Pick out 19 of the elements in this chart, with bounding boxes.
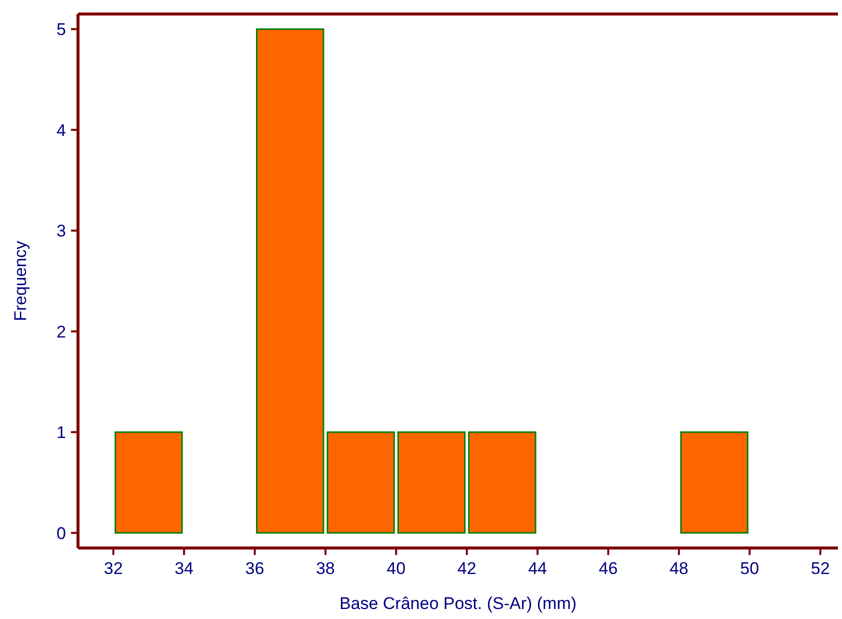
y-tick-label: 5 — [56, 20, 66, 40]
x-tick-label: 34 — [174, 559, 194, 578]
x-tick-label: 40 — [386, 559, 406, 578]
x-tick-label: 36 — [245, 559, 264, 578]
x-tick-label: 48 — [669, 559, 688, 578]
x-tick-label: 32 — [104, 559, 123, 578]
x-tick-label: 44 — [528, 559, 547, 578]
y-tick-label: 2 — [56, 322, 66, 342]
y-tick-label: 4 — [56, 120, 66, 140]
x-tick-label: 50 — [740, 559, 760, 578]
x-tick-label: 52 — [810, 559, 830, 578]
x-tick-label: 42 — [457, 559, 476, 578]
y-tick-label: 0 — [56, 524, 66, 543]
x-axis-title: Base Crâneo Post. (S-Ar) (mm) — [339, 594, 577, 613]
x-tick-label: 38 — [316, 559, 335, 578]
y-axis-title: Frequency — [11, 240, 30, 322]
x-tick-label: 46 — [598, 559, 618, 578]
y-tick-label: 1 — [56, 423, 66, 442]
y-tick-label: 3 — [56, 222, 66, 241]
